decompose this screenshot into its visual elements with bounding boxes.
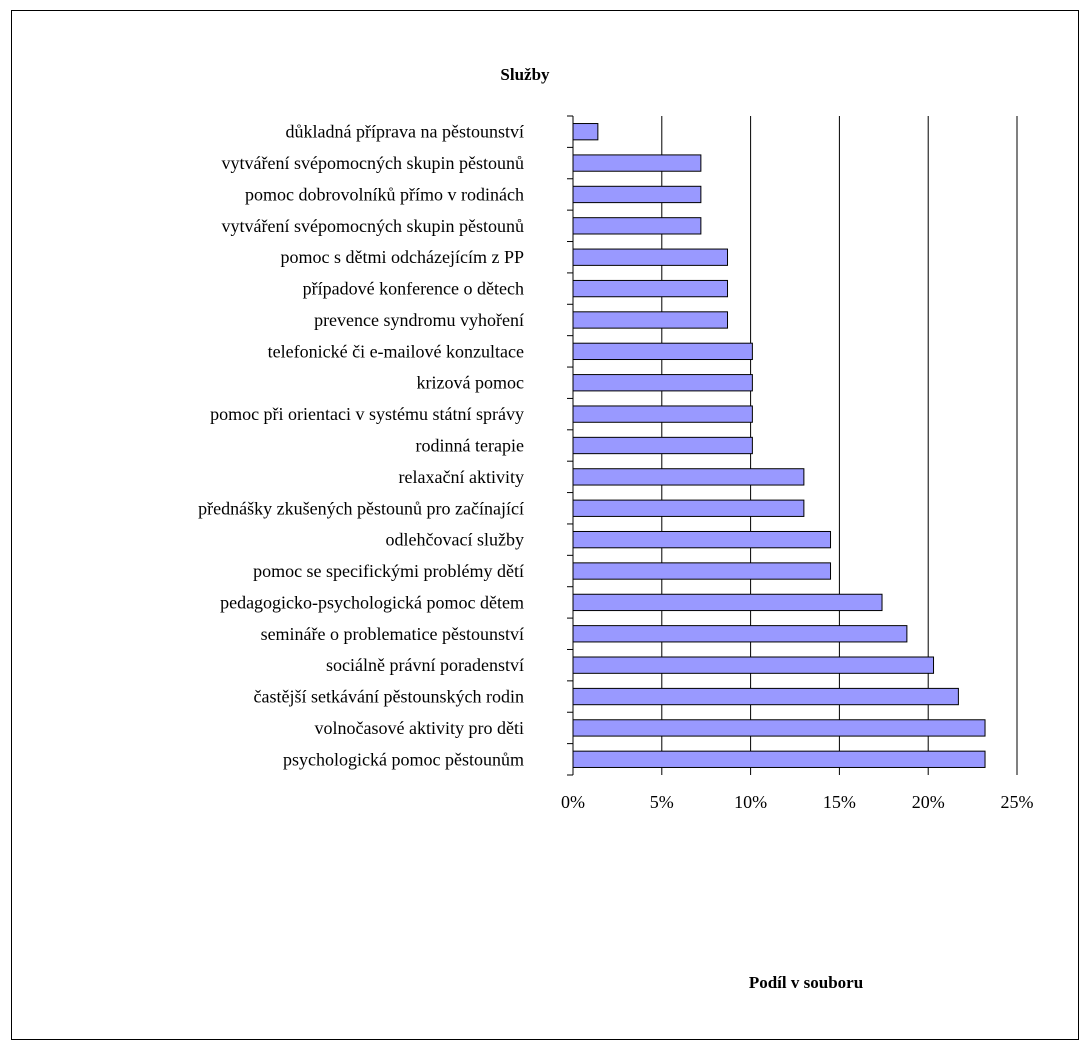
category-label: krizová pomoc xyxy=(417,373,524,393)
bar xyxy=(572,185,702,204)
bar xyxy=(572,499,805,517)
category-label: psychologická pomoc pěstounům xyxy=(283,749,524,769)
category-label: telefonické či e-mailové konzultace xyxy=(268,341,524,361)
bar xyxy=(572,530,832,549)
category-label: pomoc se specifickými problémy dětí xyxy=(253,561,524,581)
category-label: přednášky zkušených pěstounů pro začínaj… xyxy=(198,498,524,518)
category-label: odlehčovací služby xyxy=(386,530,524,550)
bar xyxy=(572,123,599,141)
bar xyxy=(572,625,908,643)
category-label: pomoc s dětmi odcházejícím z PP xyxy=(281,247,524,267)
category-label: důkladná příprava na pěstounství xyxy=(286,122,524,142)
x-tick-label: 0% xyxy=(561,792,585,812)
category-label: případové konference o dětech xyxy=(303,279,524,299)
bar xyxy=(572,468,805,486)
category-label: rodinná terapie xyxy=(416,436,524,456)
bar xyxy=(572,311,729,329)
bar xyxy=(572,687,959,706)
chart-title: Služby xyxy=(500,65,550,84)
category-label: pomoc dobrovolníků přímo v rodinách xyxy=(245,184,524,204)
bar xyxy=(572,593,883,612)
category-label: relaxační aktivity xyxy=(399,467,524,487)
bar xyxy=(572,562,832,580)
bar xyxy=(572,217,702,235)
bar xyxy=(572,279,729,298)
category-label: vytváření svépomocných skupin pěstounů xyxy=(222,216,524,236)
category-label: prevence syndromu vyhoření xyxy=(314,310,524,330)
bar xyxy=(572,154,702,172)
bar xyxy=(572,436,753,455)
category-label: častější setkávání pěstounských rodin xyxy=(254,687,524,707)
category-label: pomoc při orientaci v systému státní spr… xyxy=(210,404,524,424)
x-tick-label: 25% xyxy=(1001,792,1034,812)
x-tick-label: 15% xyxy=(823,792,856,812)
bar xyxy=(572,248,729,266)
category-label: semináře o problematice pěstounství xyxy=(261,624,524,644)
x-axis-label: Podíl v souboru xyxy=(749,973,863,992)
x-tick-label: 5% xyxy=(650,792,674,812)
bar xyxy=(572,656,935,674)
x-tick-label: 10% xyxy=(734,792,767,812)
bar xyxy=(572,342,753,361)
category-label: vytváření svépomocných skupin pěstounů xyxy=(222,153,524,173)
x-tick-label: 20% xyxy=(912,792,945,812)
category-label: volnočasové aktivity pro děti xyxy=(315,718,524,738)
bar xyxy=(572,405,753,423)
bar xyxy=(572,374,753,392)
bar xyxy=(572,750,986,768)
chart-frame xyxy=(11,10,1079,1040)
bar xyxy=(572,719,986,737)
category-label: sociálně právní poradenství xyxy=(326,655,524,675)
category-label: pedagogicko-psychologická pomoc dětem xyxy=(220,592,524,612)
